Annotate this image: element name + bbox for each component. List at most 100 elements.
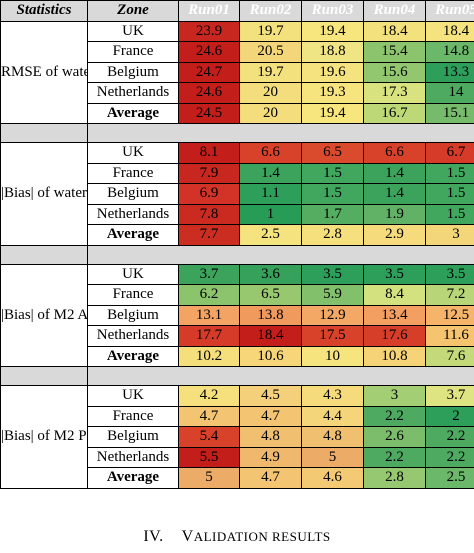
value-cell-run02: 4.7	[239, 467, 302, 489]
value-cell-run03: 5.9	[301, 284, 364, 306]
value-cell-run02: 4.8	[239, 426, 302, 448]
table-row: Average 5 4.7 4.6 2.8 2.5	[1, 467, 474, 489]
table-row: Belgium 24.7 19.7 19.6 15.6 13.3	[1, 61, 474, 83]
value-cell-run01: 7.8	[178, 203, 240, 225]
value-cell-run02: 20.5	[239, 41, 302, 63]
value-cell-run03: 19.3	[301, 82, 364, 104]
header-run02: Run02	[239, 0, 302, 22]
value-cell-run02: 3.6	[239, 263, 302, 285]
zone-label: Belgium	[87, 183, 179, 205]
value-cell-run05: 18.4	[425, 20, 474, 42]
table-row: |Bias| of M2 Amplitude [cm]UK3.73.63.53.…	[0, 263, 474, 367]
value-cell-run04: 15.4	[363, 41, 426, 63]
zone-label: Belgium	[87, 304, 179, 326]
value-cell-run01: 5.4	[178, 426, 240, 448]
value-cell-run01: 3.7	[178, 263, 240, 285]
value-cell-run01: 17.7	[178, 325, 240, 347]
separator-cell	[0, 366, 88, 386]
zone-label: Average	[87, 224, 179, 246]
header-statistics: Statistics	[0, 0, 88, 22]
table-row: Average 10.2 10.6 10 10.8 7.6	[1, 345, 474, 367]
value-cell-run05: 14.8	[425, 41, 474, 63]
value-cell-run05: 2.2	[425, 426, 474, 448]
value-cell-run04: 15.6	[363, 61, 426, 83]
validation-table-container: Statistics Zone Run01 Run02 Run03 Run04 …	[0, 0, 474, 489]
value-cell-run04: 2.2	[363, 405, 426, 427]
value-cell-run03: 6.5	[301, 142, 364, 164]
value-cell-run01: 24.6	[178, 41, 240, 63]
value-cell-run05: 3.7	[425, 385, 474, 407]
value-cell-run04: 2.9	[363, 224, 426, 246]
table-row: Netherlands 5.5 4.9 5 2.2 2.2	[1, 446, 474, 468]
zone-label: France	[87, 41, 179, 63]
value-cell-run04: 1.4	[363, 183, 426, 205]
zone-label: UK	[87, 142, 179, 164]
table-row: France 7.9 1.4 1.5 1.4 1.5	[1, 162, 474, 184]
separator-cell	[0, 123, 88, 143]
value-cell-run02: 19.7	[239, 61, 302, 83]
value-cell-run04: 1.9	[363, 203, 426, 225]
value-cell-run02: 1.4	[239, 162, 302, 184]
value-cell-run01: 23.9	[178, 20, 240, 42]
statistic-label: |Bias| of water level [cm]	[0, 142, 88, 246]
caption-numeral: IV.	[143, 528, 164, 545]
value-cell-run02: 20	[239, 82, 302, 104]
zone-label: Netherlands	[87, 82, 179, 104]
value-cell-run05: 11.6	[425, 325, 474, 347]
value-cell-run01: 13.1	[178, 304, 240, 326]
value-cell-run04: 18.4	[363, 20, 426, 42]
value-cell-run04: 2.8	[363, 467, 426, 489]
value-cell-run03: 17.5	[301, 325, 364, 347]
value-cell-run04: 3	[363, 385, 426, 407]
separator-cell	[0, 244, 88, 265]
value-cell-run03: 10	[301, 345, 364, 367]
table-row: Belgium 6.9 1.1 1.5 1.4 1.5	[1, 183, 474, 205]
header-run03: Run03	[301, 0, 364, 22]
value-cell-run02: 1.1	[239, 183, 302, 205]
value-cell-run02: 6.5	[239, 284, 302, 306]
value-cell-run02: 18.4	[239, 325, 302, 347]
validation-results-table: Statistics Zone Run01 Run02 Run03 Run04 …	[0, 0, 474, 489]
table-row: |Bias| of water level [cm]UK8.16.66.56.6…	[0, 142, 474, 246]
value-cell-run01: 6.9	[178, 183, 240, 205]
table-row: RMSE of water level [cm]UK23.919.719.418…	[0, 20, 474, 124]
zone-label: Average	[87, 102, 179, 124]
table-row: France 4.7 4.7 4.4 2.2 2	[1, 405, 474, 427]
caption-rest: ALIDATION RESULTS	[193, 529, 331, 544]
statistic-label: |Bias| of M2 Amplitude [cm]	[0, 263, 88, 367]
zone-label: France	[87, 162, 179, 184]
value-cell-run03: 1.7	[301, 203, 364, 225]
separator-cell	[87, 244, 474, 265]
zone-label: Average	[87, 345, 179, 367]
value-cell-run01: 4.7	[178, 405, 240, 427]
zone-label: Belgium	[87, 61, 179, 83]
value-cell-run03: 4.6	[301, 467, 364, 489]
value-cell-run05: 1.5	[425, 203, 474, 225]
table-row: France 24.6 20.5 18.8 15.4 14.8	[1, 41, 474, 63]
zone-label: UK	[87, 20, 179, 42]
caption-first-letter: V	[181, 528, 194, 545]
separator-cell	[87, 123, 474, 143]
zone-label: Average	[87, 467, 179, 489]
header-run04: Run04	[363, 0, 426, 22]
header-run05: Run05	[425, 0, 474, 22]
value-cell-run05: 2	[425, 405, 474, 427]
value-cell-run03: 5	[301, 446, 364, 468]
zone-label: Netherlands	[87, 446, 179, 468]
value-cell-run01: 5	[178, 467, 240, 489]
value-cell-run01: 24.7	[178, 61, 240, 83]
value-cell-run01: 8.1	[178, 142, 240, 164]
value-cell-run01: 6.2	[178, 284, 240, 306]
header-run01: Run01	[178, 0, 240, 22]
value-cell-run04: 1.4	[363, 162, 426, 184]
value-cell-run04: 6.6	[363, 142, 426, 164]
value-cell-run05: 7.6	[425, 345, 474, 367]
table-body: RMSE of water level [cm]UK23.919.719.418…	[0, 20, 474, 489]
zone-label: Belgium	[87, 426, 179, 448]
value-cell-run02: 4.5	[239, 385, 302, 407]
value-cell-run04: 17.3	[363, 82, 426, 104]
value-cell-run02: 4.7	[239, 405, 302, 427]
value-cell-run03: 18.8	[301, 41, 364, 63]
table-row: |Bias| of M2 Phase [deg]UK4.24.54.333.7	[0, 385, 474, 489]
table-row: Average 24.5 20 19.4 16.7 15.1	[1, 102, 474, 124]
